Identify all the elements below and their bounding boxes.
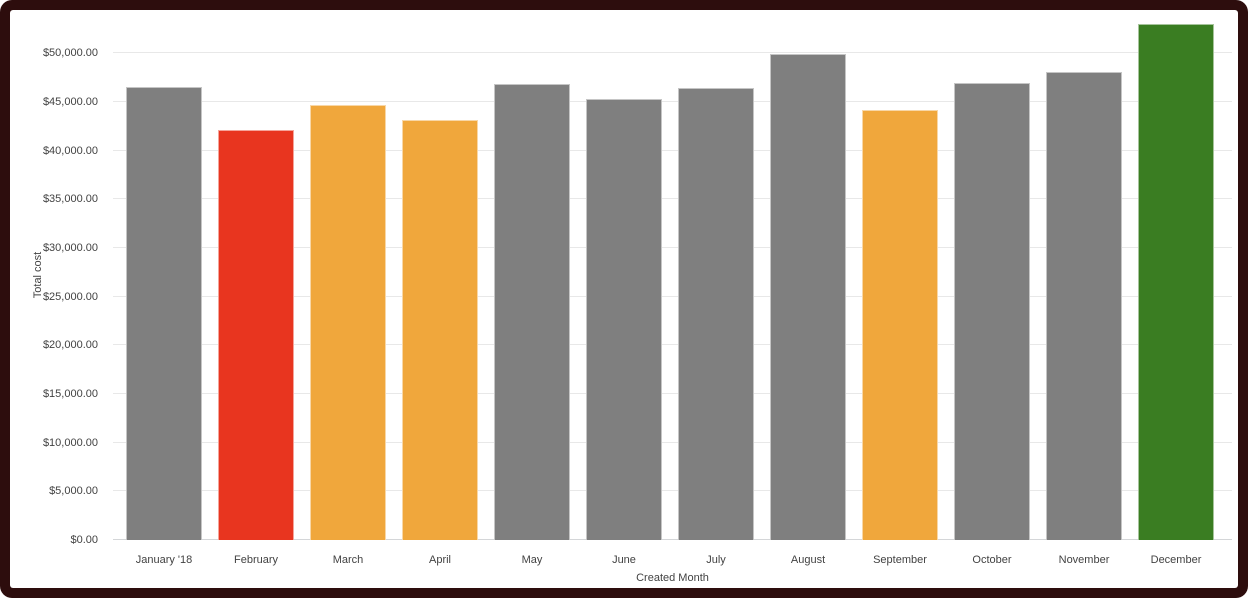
- y-tick-label: $0.00: [70, 534, 98, 546]
- y-tick-label: $5,000.00: [49, 485, 98, 498]
- y-tick-label: $25,000.00: [42, 290, 98, 303]
- bar-slot-september: [854, 10, 946, 540]
- y-tick-label: $50,000.00: [42, 47, 98, 60]
- plot-area: [113, 10, 1232, 540]
- bar-slot-may: [486, 10, 578, 540]
- y-tick-label: $15,000.00: [42, 388, 98, 400]
- bar-february[interactable]: [218, 130, 294, 540]
- bar-november[interactable]: [1046, 71, 1122, 540]
- gridline-$40,000.00: [113, 149, 1232, 151]
- gridline-$25,000.00: [113, 295, 1232, 297]
- y-axis-tick-labels: $0.00 $5,000.00 $10,000.00 $15,000.00 $20,00…: [10, 10, 106, 546]
- bar-january-18[interactable]: [126, 87, 202, 540]
- x-tick-label: May: [521, 554, 543, 566]
- bar-slot-june: [578, 10, 670, 540]
- x-tick-label: January '18: [135, 554, 193, 566]
- bars-container: [118, 10, 1222, 540]
- y-tick-label: $45,000.00: [42, 95, 98, 108]
- y-tick-label: $10,000.00: [42, 436, 98, 449]
- x-tick-label: September: [873, 554, 927, 566]
- bar-december[interactable]: [1138, 24, 1214, 540]
- bar-july[interactable]: [678, 88, 754, 540]
- x-axis-title: Created Month: [636, 572, 709, 584]
- x-tick-label: June: [612, 554, 636, 566]
- bar-march[interactable]: [310, 104, 386, 540]
- gridline-$45,000.00: [113, 100, 1232, 102]
- gridline-$0.00: [113, 539, 1232, 540]
- gridline-$10,000.00: [113, 441, 1232, 443]
- bar-slot-august: [762, 10, 854, 540]
- bar-september[interactable]: [862, 109, 938, 540]
- y-tick-label: $30,000.00: [42, 242, 98, 254]
- bar-august[interactable]: [770, 54, 846, 540]
- bar-october[interactable]: [954, 82, 1030, 540]
- y-tick-label: $40,000.00: [42, 144, 98, 157]
- gridline-$50,000.00: [113, 52, 1232, 54]
- bar-slot-march: [302, 10, 394, 540]
- bar-slot-february: [210, 10, 302, 540]
- bar-slot-april: [394, 10, 486, 540]
- x-tick-label: February: [233, 554, 279, 566]
- bar-slot-october: [946, 10, 1038, 540]
- gridline-$5,000.00: [113, 490, 1232, 492]
- x-tick-label: April: [428, 554, 451, 566]
- bar-may[interactable]: [494, 84, 570, 540]
- bar-slot-july: [670, 10, 762, 540]
- bar-chart-panel: Total cost $0.00 $5,000.00 $10,000.00 $15,0…: [10, 10, 1238, 588]
- gridline-$20,000.00: [113, 344, 1232, 346]
- x-tick-label: October: [972, 554, 1012, 566]
- x-tick-label: March: [332, 554, 364, 566]
- y-tick-label: $20,000.00: [42, 339, 98, 352]
- bar-slot-january-18: [118, 10, 210, 540]
- bar-april[interactable]: [402, 120, 478, 540]
- x-tick-label: December: [1150, 554, 1202, 566]
- bar-june[interactable]: [586, 99, 662, 540]
- x-tick-label: August: [790, 554, 826, 566]
- gridline-$35,000.00: [113, 198, 1232, 200]
- x-tick-label: July: [706, 554, 726, 566]
- y-tick-label: $35,000.00: [42, 193, 98, 206]
- gridline-$15,000.00: [113, 393, 1232, 394]
- x-tick-label: November: [1058, 554, 1110, 566]
- gridline-$30,000.00: [113, 247, 1232, 248]
- x-axis-category-labels: January '18 February March April May June July…: [118, 554, 1222, 570]
- bar-slot-november: [1038, 10, 1130, 540]
- bar-slot-december: [1130, 10, 1222, 540]
